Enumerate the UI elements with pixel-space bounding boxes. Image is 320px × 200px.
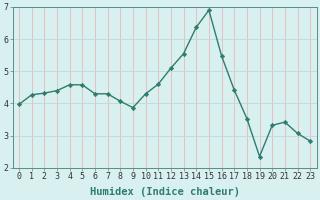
X-axis label: Humidex (Indice chaleur): Humidex (Indice chaleur) <box>90 186 240 197</box>
